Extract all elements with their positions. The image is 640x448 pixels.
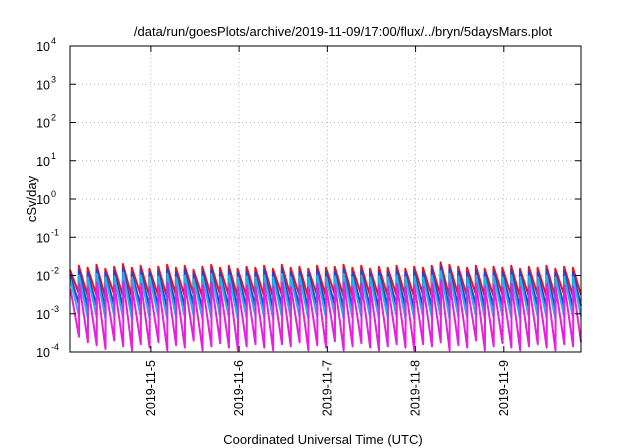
y-tick-exponent: -1: [51, 227, 59, 237]
chart-title: /data/run/goesPlots/archive/2019-11-09/1…: [134, 24, 553, 39]
y-tick-label: 10: [36, 193, 50, 207]
y-tick-exponent: 4: [51, 36, 56, 46]
x-tick-label: 2019-11-7: [320, 360, 334, 416]
x-tick-label: 2019-11-6: [232, 360, 246, 416]
y-tick-label: 10: [36, 346, 50, 360]
y-tick-exponent: 2: [51, 113, 56, 123]
y-tick-label: 10: [36, 231, 50, 245]
y-axis-label: cSv/day: [24, 175, 39, 222]
series-line-4: [69, 279, 582, 352]
x-axis-label: Coordinated Universal Time (UTC): [223, 432, 422, 447]
y-tick-label: 10: [36, 155, 50, 169]
grid: [70, 45, 581, 353]
y-tick-label: 10: [36, 40, 50, 54]
y-tick-label: 10: [36, 117, 50, 131]
y-tick-exponent: 0: [51, 189, 56, 199]
y-tick-label: 10: [36, 270, 50, 284]
y-tick-exponent: -3: [51, 304, 59, 314]
y-tick-exponent: 3: [51, 74, 56, 84]
y-tick-exponent: -2: [51, 266, 59, 276]
x-axis: 2019-11-5 2019-11-6 2019-11-7 2019-11-8 2019…: [144, 46, 511, 416]
x-tick-label: 2019-11-5: [144, 360, 158, 416]
x-tick-label: 2019-11-9: [497, 360, 511, 416]
y-tick-exponent: -4: [51, 342, 59, 352]
y-tick-label: 10: [36, 308, 50, 322]
y-tick-label: 10: [36, 78, 50, 92]
series-group: [69, 261, 582, 352]
y-tick-exponent: 1: [51, 151, 56, 161]
x-tick-label: 2019-11-8: [409, 360, 423, 416]
